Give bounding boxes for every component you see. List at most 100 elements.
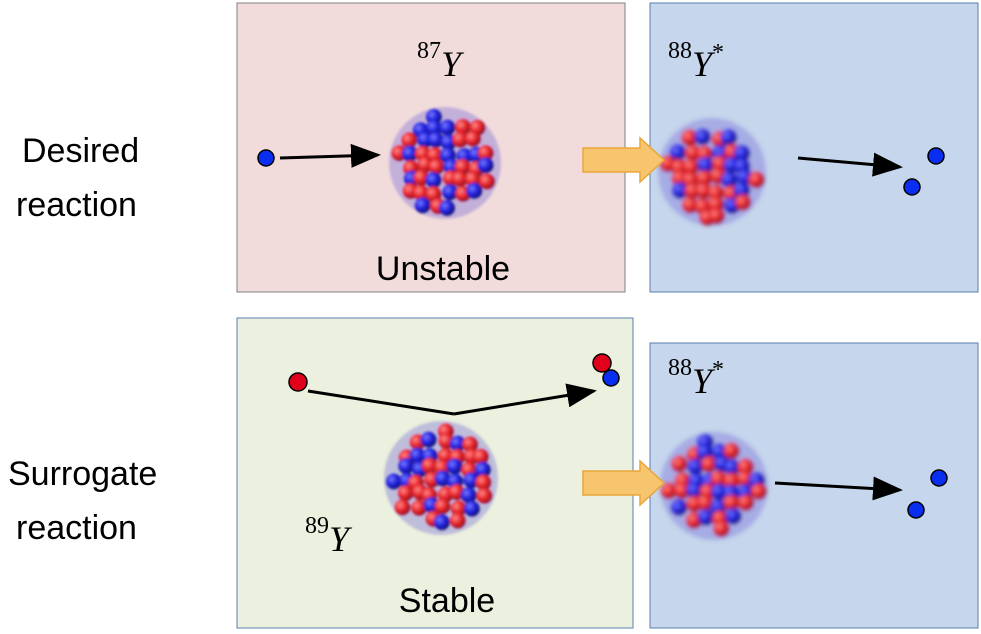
nucleon [670, 499, 687, 516]
nucleon [394, 499, 411, 516]
nucleon [420, 431, 437, 448]
nuclei [384, 107, 768, 540]
nucleon [707, 196, 724, 213]
nucleon [723, 494, 740, 511]
mass-number: 88 [668, 38, 692, 64]
neutron [930, 469, 948, 487]
nucleon [421, 457, 438, 474]
isotope-label: 89Y [305, 513, 353, 559]
excited-mark: * [712, 357, 724, 383]
nucleon [413, 169, 430, 186]
status-label: Stable [399, 582, 495, 620]
nucleon [697, 509, 714, 526]
nucleon [694, 128, 711, 145]
nucleon [439, 119, 456, 136]
nucleus [658, 118, 766, 226]
nucleus [384, 421, 498, 535]
neutron [257, 149, 275, 167]
block-arrow [582, 459, 666, 507]
nucleon [476, 487, 493, 504]
row-label: reaction [16, 509, 137, 547]
nucleon [696, 170, 713, 187]
nucleon [750, 483, 767, 500]
nucleon [462, 436, 479, 453]
neutron [903, 178, 921, 196]
row-label: reaction [16, 186, 137, 224]
proton [288, 372, 308, 392]
nucleon [708, 207, 725, 224]
nucleon [707, 184, 724, 201]
nucleon [721, 171, 738, 188]
nucleon [425, 172, 442, 189]
nucleon [449, 512, 466, 529]
nucleon [442, 184, 459, 201]
nucleon [671, 455, 688, 472]
symbol: Y [329, 519, 353, 559]
nucleon [733, 182, 750, 199]
nucleon [711, 483, 728, 500]
nucleon [737, 458, 754, 475]
status-label: Unstable [376, 250, 510, 288]
arrow [453, 383, 597, 416]
nucleon [734, 194, 751, 211]
isotope-label: 88Y* [668, 38, 724, 84]
nucleon [460, 487, 477, 504]
nucleon [454, 158, 471, 175]
arrow [774, 476, 903, 501]
nucleon [697, 494, 714, 511]
nucleon [477, 157, 494, 174]
nucleus [660, 432, 768, 540]
arrow [797, 152, 903, 177]
isotope-label: 88Y* [668, 355, 724, 401]
nucleon [448, 484, 465, 501]
mass-number: 87 [417, 38, 441, 64]
nucleon [428, 158, 445, 175]
nucleon [466, 182, 483, 199]
nucleon [450, 500, 467, 517]
nucleon [713, 520, 730, 537]
nucleon [446, 458, 463, 475]
nucleon [686, 482, 703, 499]
nucleon [426, 119, 443, 136]
nucleon [452, 131, 469, 148]
nucleon [439, 199, 456, 216]
nucleon [733, 145, 750, 162]
nucleon [413, 184, 430, 201]
nucleon [684, 182, 701, 199]
nucleon [443, 158, 460, 175]
trajectory [307, 389, 455, 416]
nucleon [720, 129, 737, 146]
arrow [279, 143, 381, 168]
nucleon [672, 182, 689, 199]
nucleon [477, 145, 494, 162]
nucleon [398, 458, 415, 475]
nucleon [463, 500, 480, 517]
nucleon [478, 173, 495, 190]
nucleon [474, 461, 491, 478]
nucleon [687, 458, 704, 475]
nucleon [711, 443, 728, 460]
symbol: Y [692, 44, 716, 84]
nucleon [695, 182, 712, 199]
mass-number: 88 [668, 355, 692, 381]
nucleon [669, 144, 686, 161]
nucleon [725, 508, 742, 525]
excited-mark: * [712, 40, 724, 66]
nucleon [397, 485, 414, 502]
nucleon [434, 470, 451, 487]
nucleon [696, 444, 713, 461]
nucleus [389, 107, 501, 219]
nucleon [660, 482, 677, 499]
symbol: Y [441, 44, 465, 84]
nucleon [454, 118, 471, 135]
symbol: Y [692, 361, 716, 401]
neutron [927, 147, 945, 165]
row-label: Desired [22, 132, 139, 170]
nucleon [723, 459, 740, 476]
nucleon [472, 448, 489, 465]
block-arrow [582, 136, 666, 184]
nucleon [414, 197, 431, 214]
nucleon [409, 447, 426, 464]
nucleon [748, 171, 765, 188]
nucleon [697, 156, 714, 173]
